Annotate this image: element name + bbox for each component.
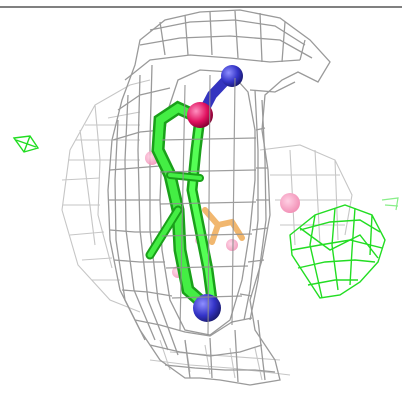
pink-atom [280, 193, 300, 213]
difference-mesh-far-right [381, 197, 399, 211]
difference-mesh-right [289, 204, 386, 299]
oxygen-atom [187, 102, 213, 128]
density-mesh-cage [107, 9, 331, 386]
difference-mesh-left [12, 135, 40, 153]
front-mesh [159, 74, 257, 336]
nitrogen-atom-top [221, 65, 243, 87]
orange-fragment [202, 207, 245, 245]
pink-atom [226, 239, 238, 251]
nitrogen-atom-bottom [193, 294, 221, 322]
